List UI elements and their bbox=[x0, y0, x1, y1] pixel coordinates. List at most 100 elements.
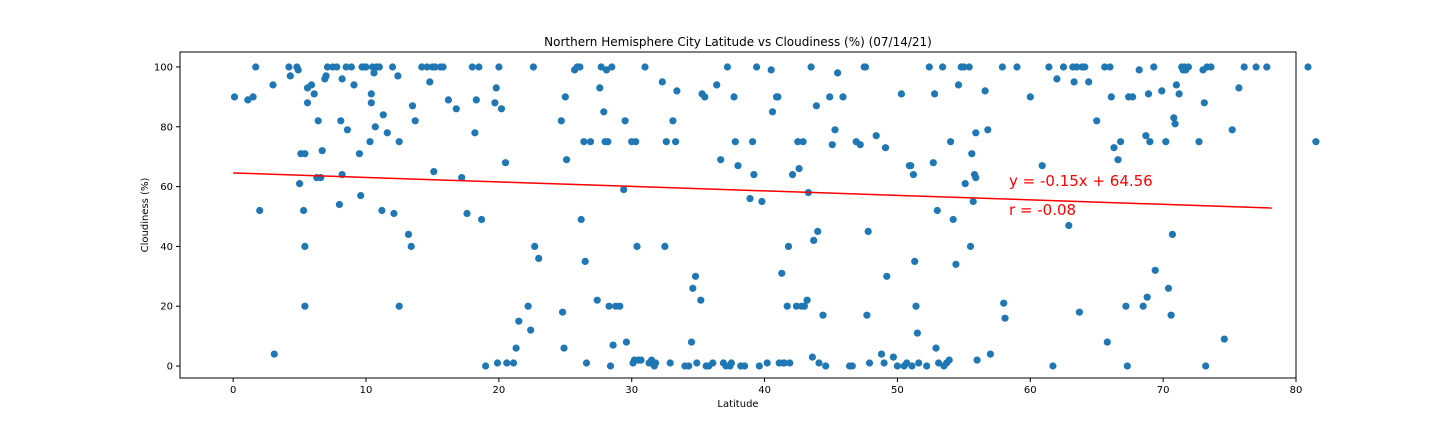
data-point bbox=[848, 362, 856, 370]
data-point bbox=[1107, 93, 1115, 101]
data-point bbox=[1053, 75, 1061, 83]
data-point bbox=[285, 63, 293, 71]
data-point bbox=[407, 242, 415, 250]
data-point bbox=[767, 66, 775, 74]
data-point bbox=[1151, 266, 1159, 274]
data-point bbox=[362, 63, 370, 71]
data-point bbox=[1171, 120, 1179, 128]
data-point bbox=[731, 138, 739, 146]
data-point bbox=[286, 72, 294, 80]
y-axis-title: Cloudiness (%) bbox=[140, 178, 151, 253]
data-point bbox=[333, 63, 341, 71]
data-point bbox=[1162, 138, 1170, 146]
data-point bbox=[335, 200, 343, 209]
data-point bbox=[952, 260, 960, 268]
data-point bbox=[622, 338, 631, 346]
data-point bbox=[968, 150, 976, 158]
data-point bbox=[834, 69, 842, 77]
data-point bbox=[637, 356, 645, 364]
chart-title: Northern Hemisphere City Latitude vs Clo… bbox=[544, 35, 932, 49]
data-point bbox=[1139, 302, 1147, 310]
data-point bbox=[856, 141, 864, 149]
data-point bbox=[1200, 99, 1208, 107]
data-point bbox=[897, 90, 906, 98]
data-point bbox=[935, 359, 943, 367]
x-axis-title: Latitude bbox=[717, 399, 758, 410]
data-point bbox=[691, 272, 700, 280]
data-point bbox=[616, 302, 624, 310]
data-point bbox=[426, 78, 434, 86]
data-point bbox=[723, 63, 732, 71]
data-point bbox=[390, 209, 398, 218]
data-point bbox=[1123, 362, 1131, 370]
data-point bbox=[1001, 314, 1009, 322]
y-tick-label: 0 bbox=[167, 362, 173, 373]
data-point bbox=[973, 356, 981, 364]
data-point bbox=[814, 227, 822, 235]
data-point bbox=[378, 206, 386, 215]
data-point bbox=[828, 141, 836, 149]
data-point bbox=[493, 359, 502, 367]
data-point bbox=[383, 129, 391, 137]
data-point bbox=[893, 362, 902, 370]
data-point bbox=[915, 359, 923, 367]
data-point bbox=[1240, 63, 1248, 71]
x-tick-label: 80 bbox=[1290, 385, 1303, 396]
data-point bbox=[641, 63, 649, 71]
x-tick-label: 50 bbox=[891, 385, 904, 396]
data-point bbox=[954, 81, 963, 89]
data-point bbox=[581, 257, 589, 265]
data-point bbox=[1026, 93, 1034, 101]
data-point bbox=[1167, 311, 1175, 319]
data-point bbox=[318, 147, 326, 155]
data-point bbox=[1175, 90, 1183, 98]
data-point bbox=[819, 311, 827, 319]
data-point bbox=[323, 63, 332, 71]
regression-line bbox=[233, 172, 1273, 209]
data-point bbox=[1220, 335, 1228, 343]
x-axis-ticks: 0 10 20 30 40 50 60 70 80 bbox=[230, 378, 1302, 396]
data-point bbox=[394, 72, 402, 80]
data-point bbox=[577, 215, 585, 224]
data-point bbox=[620, 186, 628, 194]
plot-frame bbox=[179, 51, 1297, 379]
data-point bbox=[342, 63, 350, 71]
data-point bbox=[750, 171, 758, 179]
data-point bbox=[768, 108, 777, 116]
data-point bbox=[693, 359, 701, 367]
data-point bbox=[933, 206, 941, 215]
data-point bbox=[252, 63, 260, 71]
data-point bbox=[981, 87, 989, 95]
data-point bbox=[463, 209, 471, 218]
regression-equation: y = -0.15x + 64.56 bbox=[1009, 172, 1153, 190]
data-point bbox=[230, 93, 239, 101]
y-tick-label: 40 bbox=[160, 242, 173, 253]
data-point bbox=[1207, 63, 1215, 71]
data-point bbox=[652, 359, 660, 367]
data-point bbox=[1117, 138, 1125, 146]
data-point bbox=[763, 359, 771, 367]
data-point bbox=[1144, 90, 1153, 98]
data-point bbox=[1184, 63, 1192, 71]
data-point bbox=[367, 90, 375, 98]
data-point bbox=[972, 174, 980, 182]
data-point bbox=[492, 84, 500, 92]
data-point bbox=[986, 350, 995, 358]
data-point bbox=[491, 99, 499, 107]
data-point bbox=[783, 302, 791, 310]
data-point bbox=[969, 197, 977, 206]
data-point bbox=[758, 197, 766, 206]
data-point bbox=[338, 75, 346, 83]
y-tick-label: 60 bbox=[160, 182, 173, 193]
data-point bbox=[395, 138, 403, 146]
data-point bbox=[458, 174, 466, 182]
data-point bbox=[605, 302, 613, 310]
data-point bbox=[431, 63, 439, 71]
data-point bbox=[717, 156, 725, 164]
data-point bbox=[497, 105, 506, 113]
data-point bbox=[1135, 66, 1143, 74]
data-point bbox=[495, 63, 503, 71]
data-point bbox=[1228, 126, 1236, 134]
data-point bbox=[1304, 63, 1312, 71]
data-point bbox=[593, 296, 601, 304]
